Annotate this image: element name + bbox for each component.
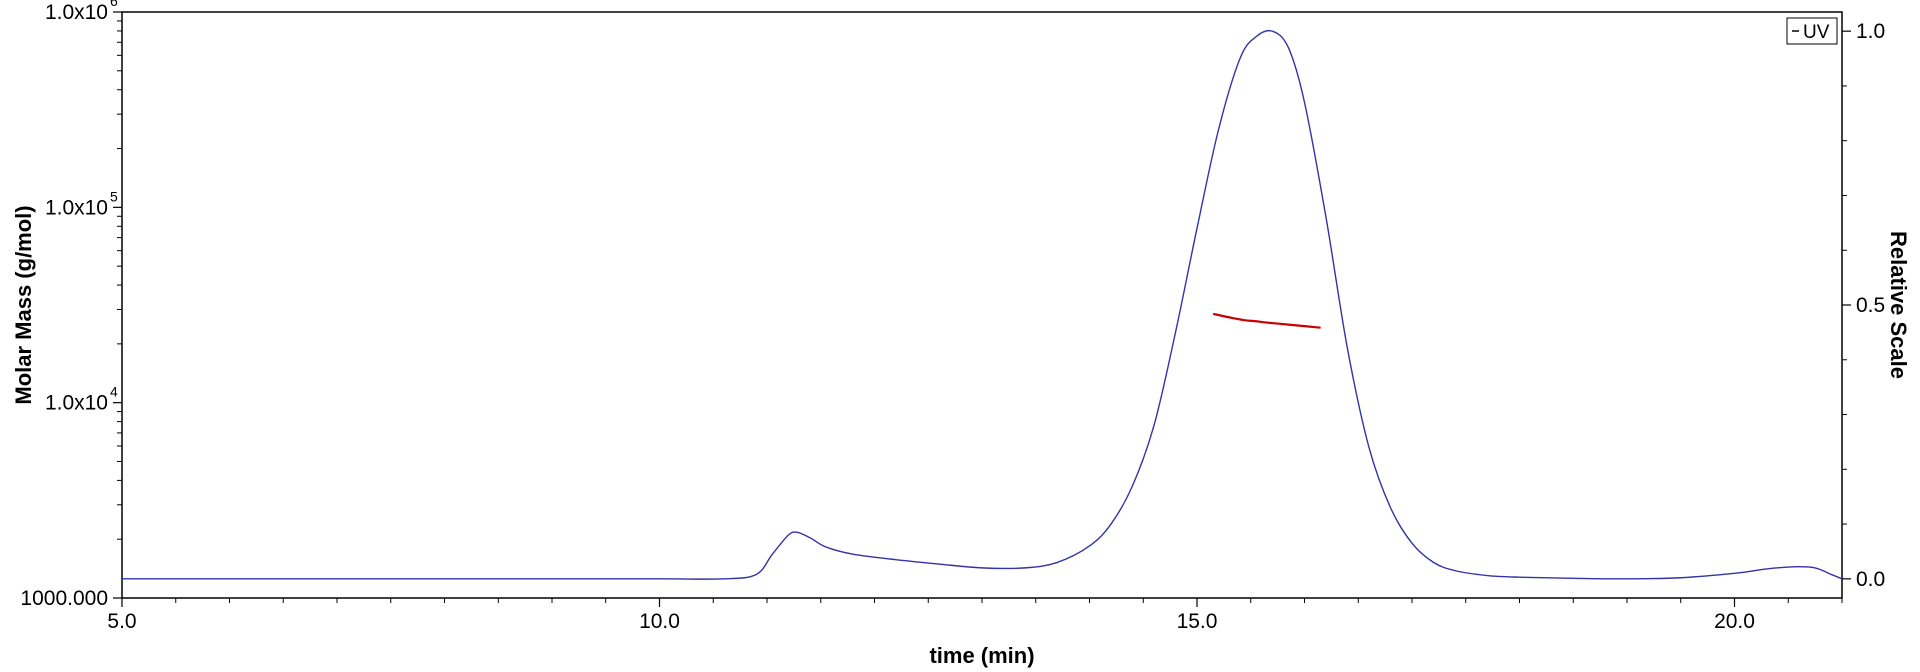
right-axis-title: Relative Scale	[1886, 231, 1911, 379]
legend-box	[1786, 17, 1838, 45]
left-tick-label: 1.0x10	[45, 1, 108, 24]
legend: UV	[1786, 17, 1838, 45]
left-tick-exponent: 4	[110, 384, 118, 400]
left-tick-exponent: 6	[110, 0, 118, 9]
right-axis-ticks: 0.0 0.5 1.0	[1842, 20, 1885, 591]
legend-label: UV	[1803, 22, 1830, 43]
left-tick-exponent: 5	[110, 188, 118, 204]
x-tick-label: 10.0	[639, 610, 680, 633]
x-tick-label: 5.0	[107, 610, 136, 633]
x-tick-label: 20.0	[1714, 610, 1755, 633]
right-tick-label: 0.5	[1856, 294, 1885, 317]
x-axis-ticks: 5.0 10.0 15.0 20.0	[107, 598, 1755, 633]
left-tick-label: 1.0x10	[45, 196, 108, 219]
x-minor-ticks	[175, 598, 1843, 603]
x-axis-title: time (min)	[929, 643, 1034, 668]
right-tick-label: 1.0	[1856, 20, 1885, 43]
right-tick-label: 0.0	[1856, 568, 1885, 591]
left-tick-label: 1.0x10	[45, 392, 108, 415]
left-minor-ticks	[117, 20, 122, 540]
left-tick-label: 1000.000	[20, 587, 108, 610]
plot-frame	[121, 11, 1843, 599]
left-axis-title: Molar Mass (g/mol)	[11, 205, 36, 404]
molar-mass-series-line	[1212, 312, 1321, 329]
right-minor-ticks	[1842, 85, 1847, 525]
series-layer	[121, 29, 1843, 580]
x-tick-label: 15.0	[1177, 610, 1218, 633]
uv-series-line	[121, 29, 1843, 580]
